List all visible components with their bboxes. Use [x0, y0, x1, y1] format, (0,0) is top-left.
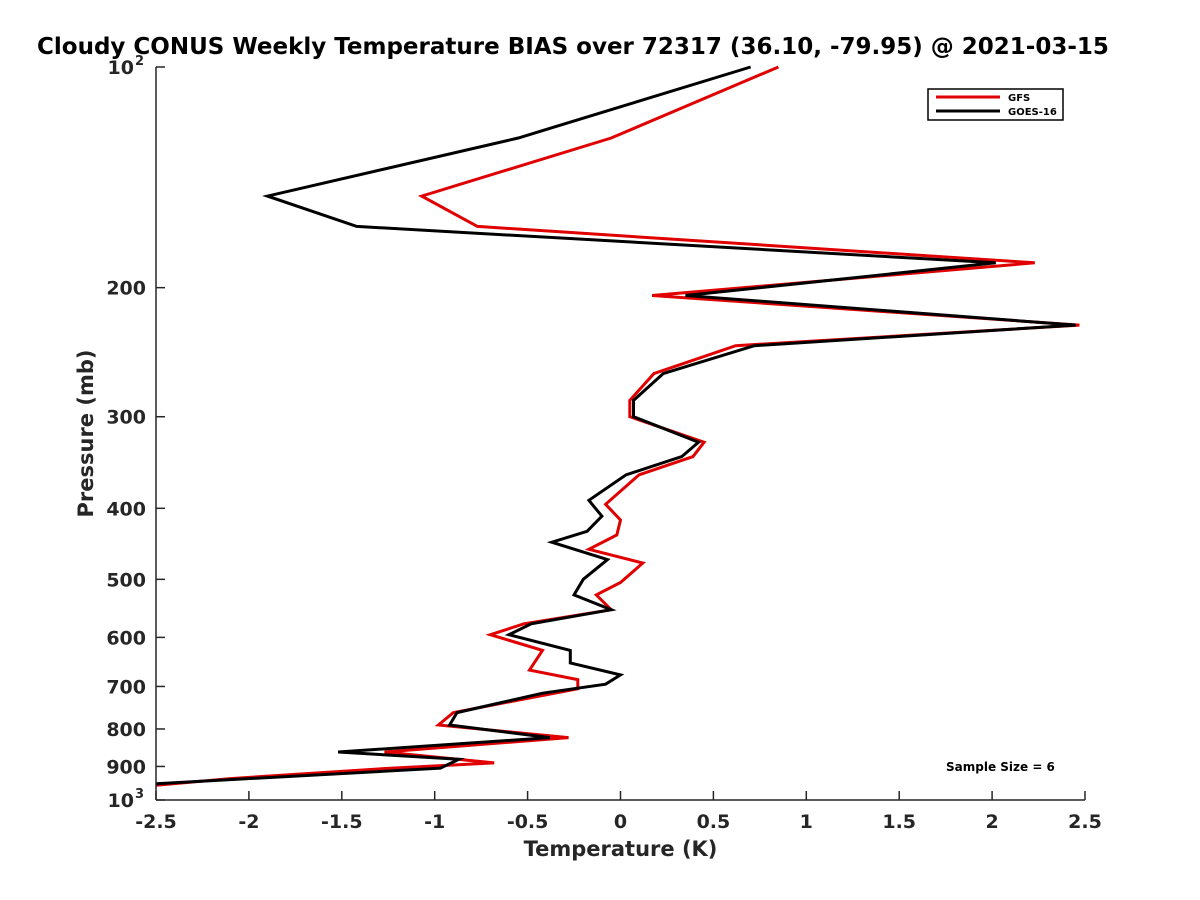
- legend: GFS GOES-16: [927, 88, 1064, 121]
- x-tick-label: -1: [424, 811, 445, 833]
- y-tick-label: 200: [106, 278, 146, 300]
- chart-title: Cloudy CONUS Weekly Temperature BIAS ove…: [37, 34, 1109, 60]
- y-tick-label: 10: [108, 790, 134, 812]
- x-tick-label: 2.5: [1068, 811, 1102, 833]
- legend-label: GFS: [1008, 93, 1030, 104]
- x-tick-label: 2: [985, 811, 998, 833]
- series-line-goes-16: [156, 65, 1076, 786]
- y-tick-label: 900: [106, 756, 146, 778]
- plot-lines: [156, 65, 1080, 787]
- y-tick-base: 10: [108, 790, 134, 812]
- y-axis-title: Pressure (mb): [74, 350, 98, 518]
- x-tick-label: 1: [800, 811, 813, 833]
- x-tick-label: -2: [238, 811, 259, 833]
- y-tick-label: 10: [108, 57, 134, 79]
- x-tick-label: 0.5: [697, 811, 731, 833]
- y-tick-label: 600: [106, 627, 146, 649]
- y-tick-exponent: 3: [135, 787, 144, 802]
- x-axis-ticks: -2.5 -2 -1.5 -1 -0.5 0 0.5 1 1.5 2 2.5: [135, 791, 1102, 833]
- y-tick-base: 10: [108, 57, 134, 79]
- x-tick-label: -2.5: [135, 811, 177, 833]
- x-tick-label: 1.5: [882, 811, 916, 833]
- sample-size-annotation: Sample Size = 6: [946, 760, 1055, 774]
- y-tick-label: 700: [106, 676, 146, 698]
- y-tick-label: 400: [106, 498, 146, 520]
- axes: -2.5 -2 -1.5 -1 -0.5 0 0.5 1 1.5 2 2.5 10 220030040…: [106, 54, 1102, 833]
- x-tick-label: -0.5: [507, 811, 549, 833]
- y-tick-exponent: 2: [135, 54, 144, 69]
- series-line-gfs: [156, 65, 1080, 787]
- legend-label: GOES-16: [1008, 107, 1057, 118]
- y-tick-label: 500: [106, 569, 146, 591]
- x-tick-label: 0: [614, 811, 627, 833]
- legend-box: [927, 88, 1064, 121]
- y-tick-label: 300: [106, 407, 146, 429]
- x-axis-title: Temperature (K): [524, 837, 718, 861]
- x-tick-label: -1.5: [321, 811, 363, 833]
- y-tick-label: 800: [106, 719, 146, 741]
